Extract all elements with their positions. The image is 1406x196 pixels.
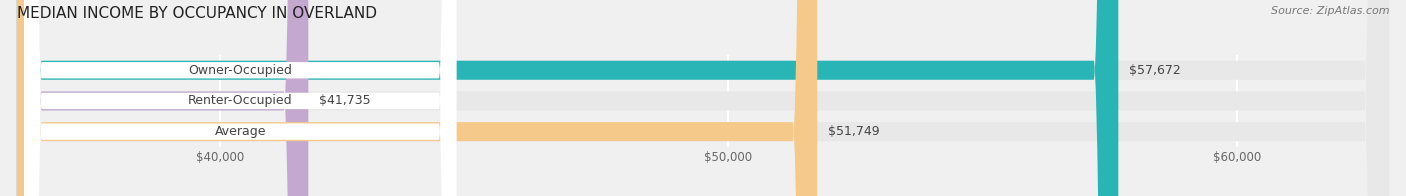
FancyBboxPatch shape <box>17 0 308 196</box>
FancyBboxPatch shape <box>24 0 457 196</box>
Text: Renter-Occupied: Renter-Occupied <box>188 94 292 107</box>
FancyBboxPatch shape <box>17 0 1389 196</box>
FancyBboxPatch shape <box>17 0 1389 196</box>
Text: Owner-Occupied: Owner-Occupied <box>188 64 292 77</box>
Text: Average: Average <box>215 125 266 138</box>
FancyBboxPatch shape <box>17 0 1389 196</box>
FancyBboxPatch shape <box>24 0 457 196</box>
FancyBboxPatch shape <box>17 0 817 196</box>
FancyBboxPatch shape <box>24 0 457 196</box>
Text: MEDIAN INCOME BY OCCUPANCY IN OVERLAND: MEDIAN INCOME BY OCCUPANCY IN OVERLAND <box>17 6 377 21</box>
Text: $57,672: $57,672 <box>1129 64 1181 77</box>
Text: Source: ZipAtlas.com: Source: ZipAtlas.com <box>1271 6 1389 16</box>
FancyBboxPatch shape <box>17 0 1118 196</box>
Text: $51,749: $51,749 <box>828 125 880 138</box>
Text: $41,735: $41,735 <box>319 94 371 107</box>
